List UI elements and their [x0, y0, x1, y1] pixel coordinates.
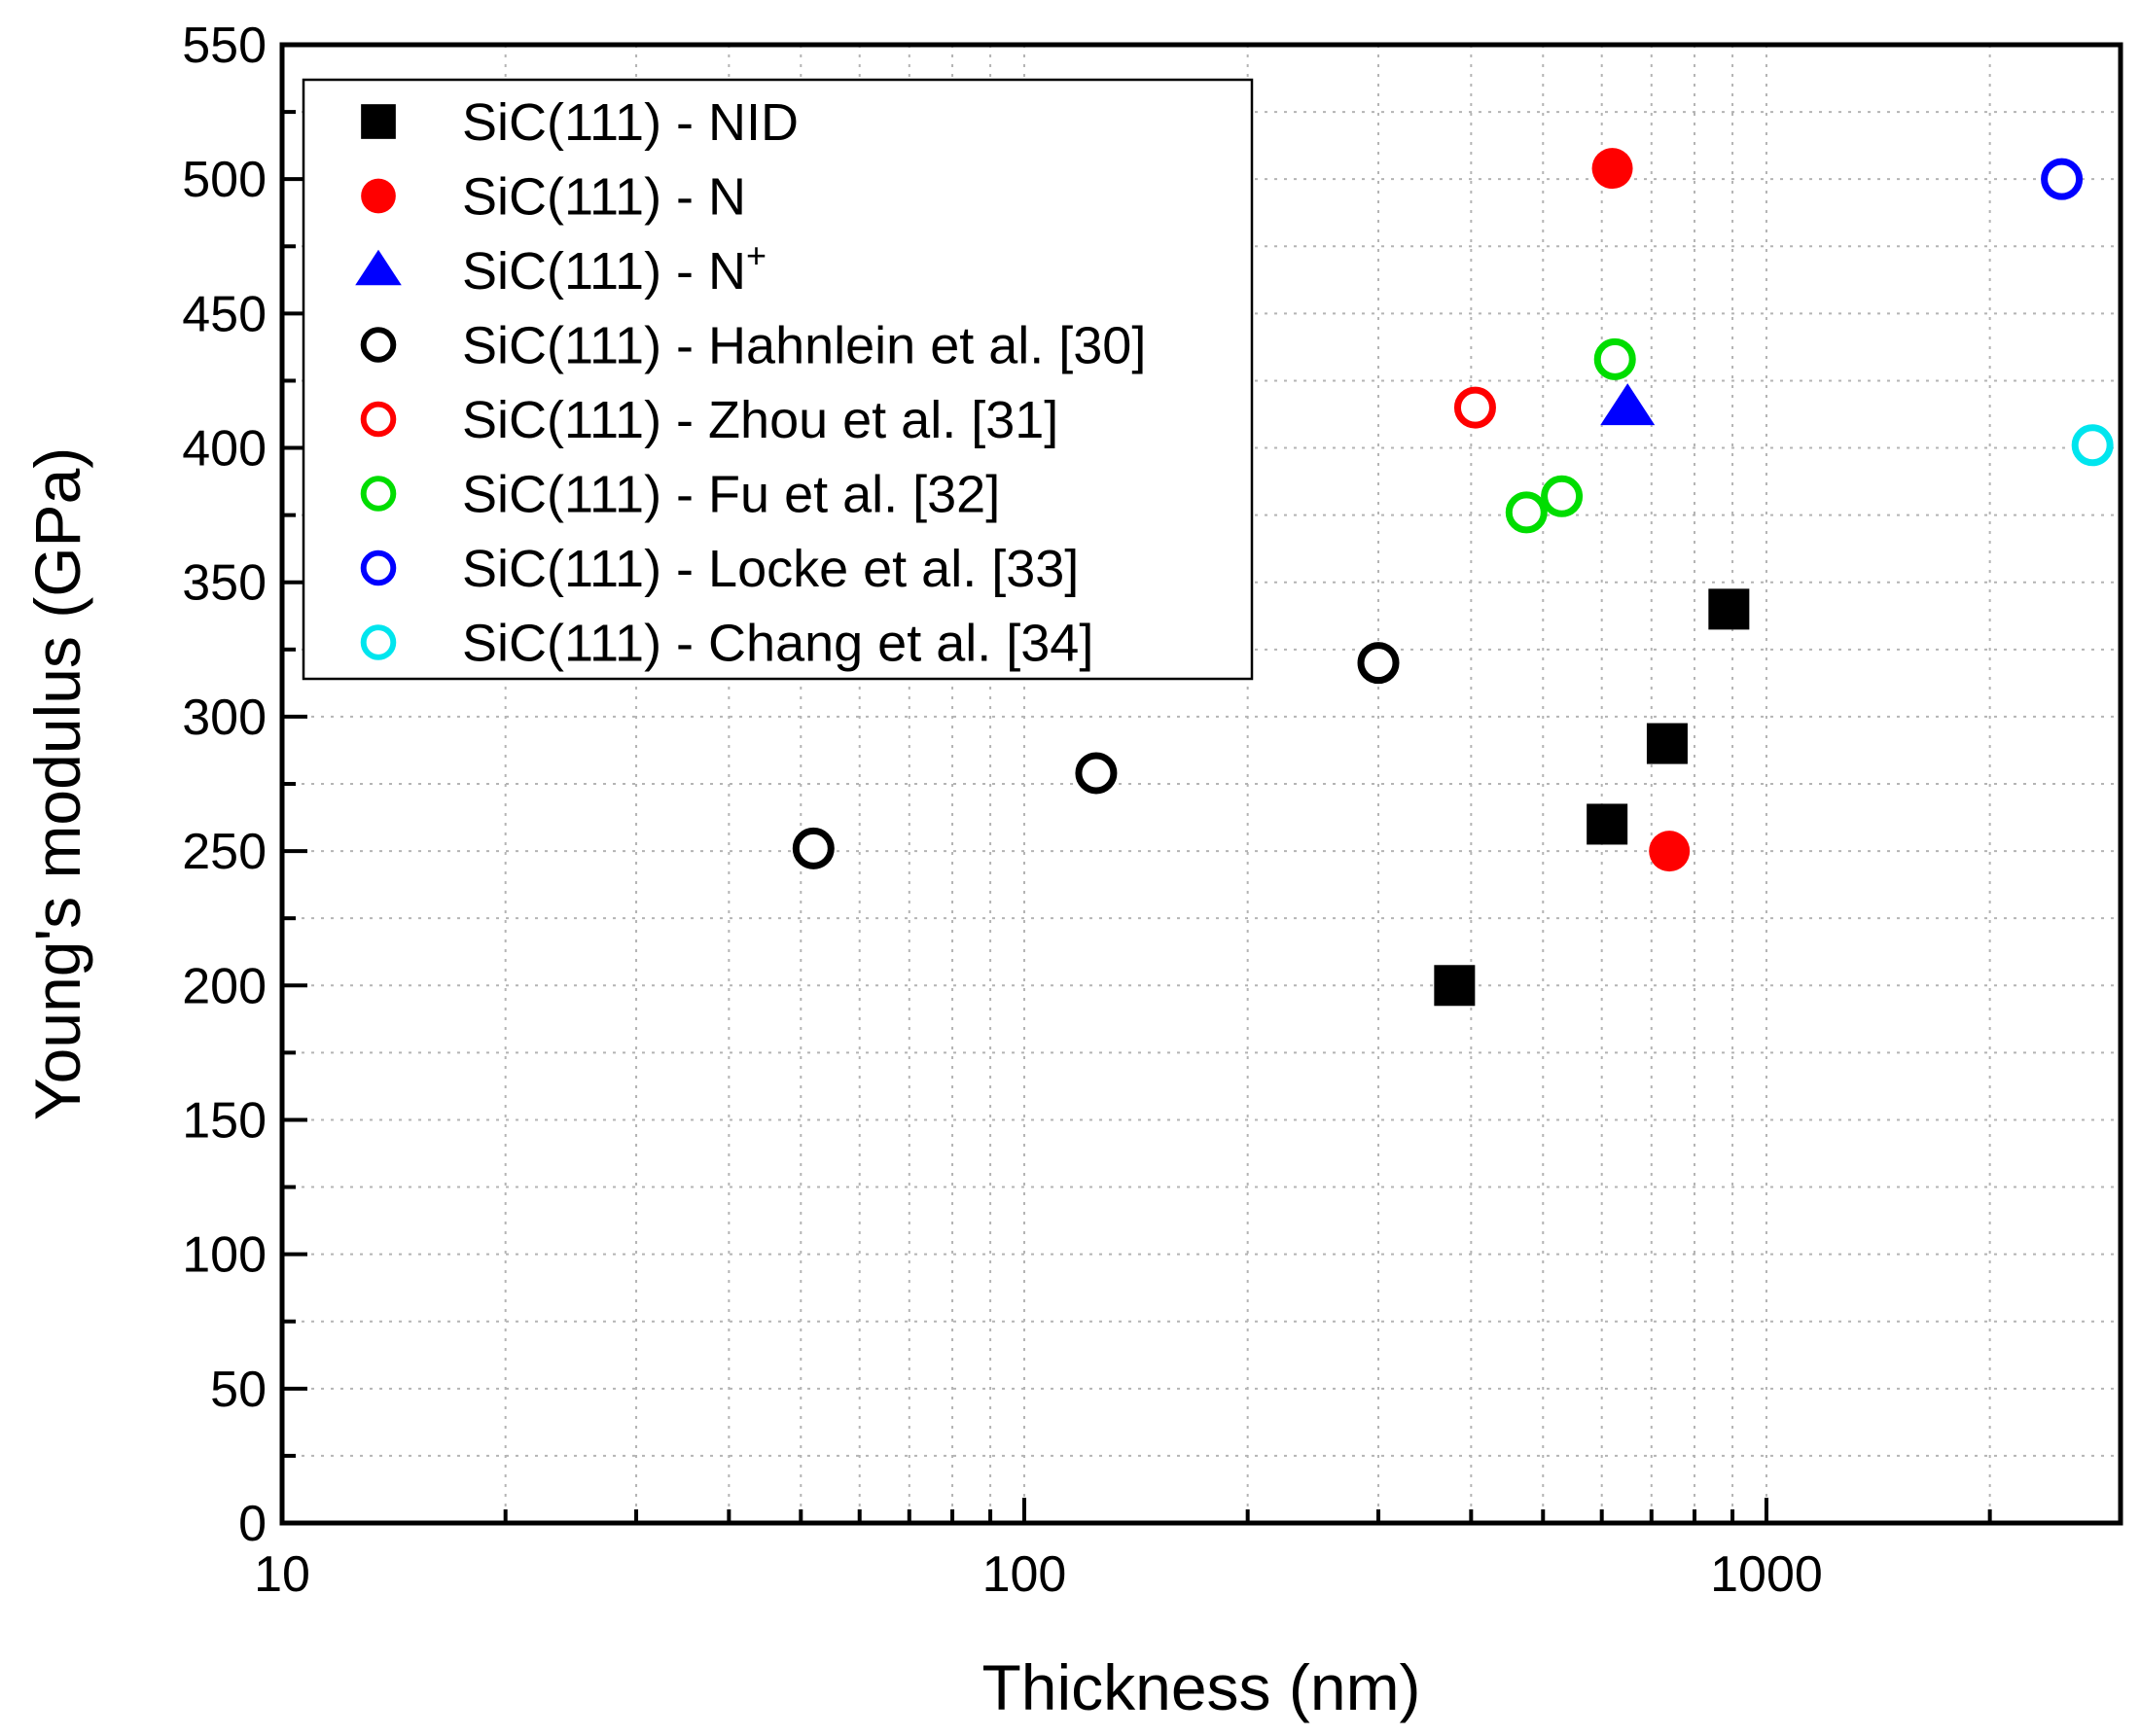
legend-label: SiC(111) - Chang et al. [34]	[462, 615, 1093, 673]
legend-marker	[360, 549, 397, 586]
y-tick-label: 500	[182, 152, 267, 208]
y-tick-label: 450	[182, 286, 267, 342]
series	[2041, 158, 2084, 200]
y-tick-label: 350	[182, 555, 267, 612]
x-tick-label: 100	[982, 1546, 1067, 1603]
data-point	[1708, 588, 1750, 630]
legend-label: SiC(111) - Zhou et al. [31]	[462, 391, 1058, 449]
series	[1600, 383, 1656, 426]
data-point	[1593, 337, 1636, 380]
y-tick-label: 400	[182, 421, 267, 478]
legend-label: SiC(111) - N	[462, 168, 746, 227]
series	[1453, 386, 1496, 429]
legend-item: SiC(111) - N	[361, 168, 746, 227]
data-point	[1591, 148, 1633, 190]
legend-marker	[360, 327, 397, 363]
legend-label: SiC(111) - N+	[462, 235, 767, 301]
y-tick-label: 0	[238, 1496, 267, 1552]
legend-item: SiC(111) - Hahnlein et al. [30]	[360, 317, 1146, 375]
y-tick-label: 200	[182, 958, 267, 1014]
series	[1591, 148, 1691, 872]
data-point	[2071, 424, 2114, 467]
legend-marker	[360, 624, 397, 660]
series	[1434, 588, 1750, 1007]
legend-marker	[360, 401, 397, 438]
y-axis-title: Young's modulus (GPa)	[21, 447, 93, 1121]
data-point	[1357, 642, 1400, 685]
data-point	[1505, 491, 1548, 534]
legend-item: SiC(111) - Chang et al. [34]	[360, 615, 1093, 673]
legend-label: SiC(111) - Locke et al. [33]	[462, 540, 1079, 598]
series	[2071, 424, 2114, 467]
legend-label: SiC(111) - NID	[462, 93, 799, 152]
x-axis-title: Thickness (nm)	[981, 1651, 1420, 1723]
legend-label: SiC(111) - Hahnlein et al. [30]	[462, 317, 1146, 375]
legend-item: SiC(111) - N+	[355, 235, 767, 301]
y-tick-label: 50	[210, 1362, 267, 1418]
legend-marker	[361, 104, 396, 139]
y-tick-label: 150	[182, 1092, 267, 1149]
legend-item: SiC(111) - Zhou et al. [31]	[360, 391, 1058, 449]
data-point	[1600, 383, 1656, 426]
data-point	[792, 827, 835, 869]
axis-ticks: 10 100 1000 0 50 100 150 200 250 300 350 400 450 500 5…	[182, 18, 2122, 1603]
data-points	[792, 148, 2114, 1007]
legend: SiC(111) - NID SiC(111) - N SiC(111) - N+ S…	[302, 78, 1254, 681]
y-tick-label: 550	[182, 18, 267, 74]
data-point	[1453, 386, 1496, 429]
legend-item: SiC(111) - Locke et al. [33]	[360, 540, 1079, 598]
series	[1505, 337, 1636, 534]
data-point	[1541, 475, 1584, 517]
legend-label: SiC(111) - Fu et al. [32]	[462, 466, 1000, 524]
data-point	[1587, 803, 1628, 845]
y-tick-label: 300	[182, 690, 267, 746]
series	[792, 642, 1400, 869]
data-point	[1075, 752, 1118, 795]
legend-box	[302, 78, 1254, 681]
data-point	[1434, 965, 1476, 1007]
data-point	[1649, 831, 1691, 872]
x-tick-label: 10	[254, 1546, 310, 1603]
y-tick-label: 250	[182, 824, 267, 880]
grid	[282, 45, 2122, 1523]
legend-marker	[355, 249, 402, 286]
legend-item: SiC(111) - NID	[361, 93, 799, 152]
legend-item: SiC(111) - Fu et al. [32]	[360, 466, 1000, 524]
legend-marker	[361, 178, 396, 214]
legend-marker	[360, 476, 397, 512]
data-point	[1646, 723, 1688, 764]
data-point	[2041, 158, 2084, 200]
x-tick-label: 1000	[1710, 1546, 1823, 1603]
y-tick-label: 100	[182, 1227, 267, 1284]
